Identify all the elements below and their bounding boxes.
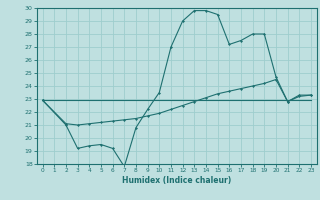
X-axis label: Humidex (Indice chaleur): Humidex (Indice chaleur)	[122, 176, 231, 185]
